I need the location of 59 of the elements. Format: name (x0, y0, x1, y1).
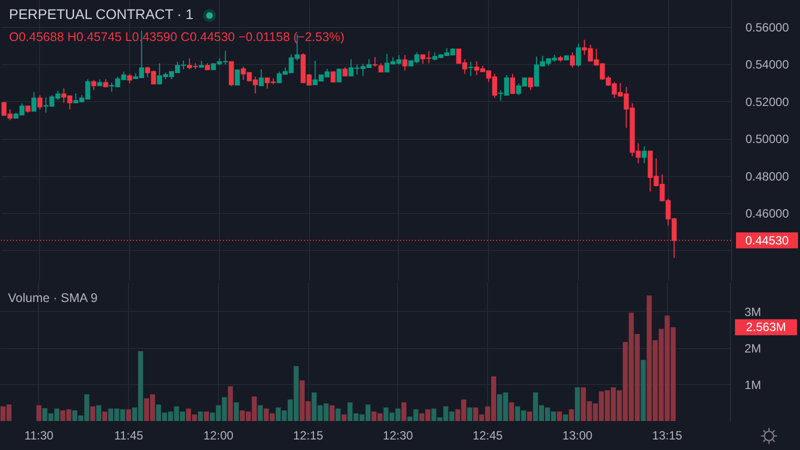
bar (198, 411, 203, 421)
y-tick-label: 0.46000 (746, 206, 790, 221)
bar (228, 386, 233, 421)
bar (527, 411, 532, 421)
bar (330, 405, 335, 421)
x-tick-label: 11:30 (24, 428, 54, 442)
candlestick (402, 54, 408, 72)
bar (556, 411, 562, 421)
candlestick (336, 68, 342, 82)
y-tick-label: 0.56000 (746, 20, 790, 34)
bar (36, 405, 42, 421)
bar (467, 407, 472, 421)
bar (336, 408, 341, 421)
bar (204, 411, 209, 421)
x-tick-label: 12:15 (293, 428, 324, 442)
bar (562, 414, 568, 421)
candlestick (642, 146, 647, 164)
candlestick (234, 69, 240, 86)
candlestick (570, 52, 575, 68)
candlestick (37, 94, 42, 110)
bar (401, 402, 406, 421)
candlestick (127, 73, 132, 84)
bar (574, 387, 580, 421)
bar (342, 414, 347, 421)
bar (568, 409, 574, 421)
bar (90, 406, 96, 421)
y-tick-label: 0.50000 (746, 132, 790, 146)
candlestick (528, 77, 534, 91)
x-tick-label: 12:00 (203, 428, 234, 442)
bar (234, 402, 239, 421)
bar (102, 411, 108, 421)
bar (126, 409, 132, 421)
bar (509, 402, 514, 421)
y-tick-label: 1M (744, 378, 762, 392)
x-tick-label: 12:45 (472, 428, 504, 442)
y-tick-label: 0.48000 (746, 169, 790, 184)
y-tick-label: 0.52000 (746, 94, 790, 109)
ref-line-label: 0.44530 (745, 233, 790, 248)
text: Volume · SMA 9 (8, 291, 98, 305)
candlestick (468, 61, 474, 76)
bar (640, 360, 646, 421)
x-tick-label: 13:15 (652, 428, 683, 442)
candlestick (91, 80, 96, 91)
x-tick-label: 13:00 (562, 428, 593, 442)
candlestick (576, 43, 581, 68)
candlestick (372, 56, 378, 68)
candlestick (258, 68, 264, 86)
x-tick-label: 11:45 (114, 428, 144, 442)
candlestick (228, 61, 234, 86)
y-tick-label: 3M (744, 304, 762, 319)
chart-title: PERPETUAL CONTRACT · 1 (9, 6, 194, 22)
candlestick (31, 91, 36, 112)
bar (258, 405, 263, 421)
x-tick-label: 12:30 (382, 428, 414, 442)
y-tick-label: 0.54000 (746, 58, 790, 72)
y-tick-label: 2M (744, 341, 762, 356)
bar (96, 405, 102, 421)
text: 2.563M (746, 320, 786, 334)
candlestick (510, 73, 516, 94)
